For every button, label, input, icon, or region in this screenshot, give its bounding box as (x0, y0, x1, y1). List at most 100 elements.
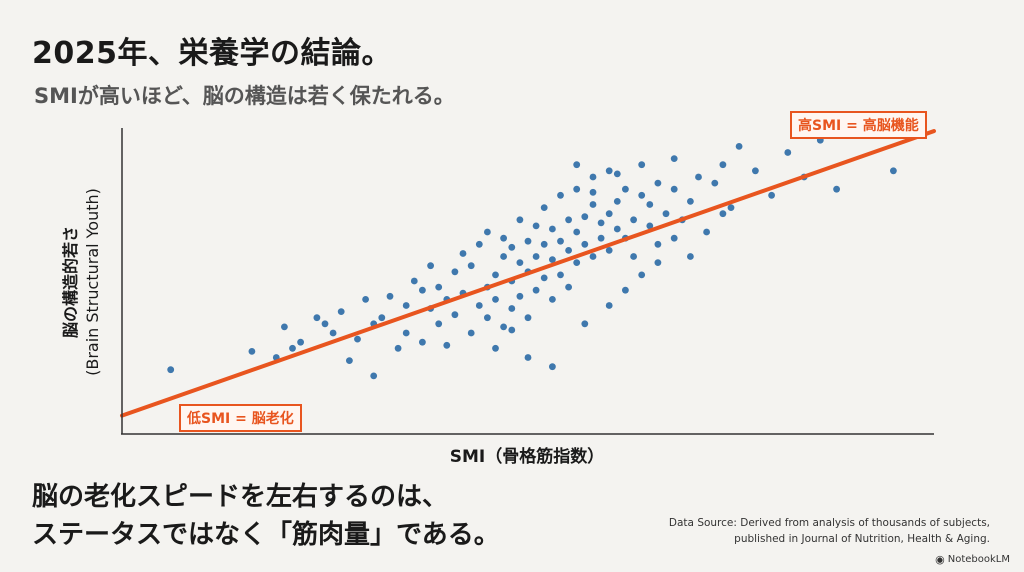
data-point (581, 213, 589, 221)
data-point (313, 314, 321, 322)
data-point (613, 170, 621, 178)
data-point (589, 188, 597, 196)
conclusion-line-1: 脳の老化スピードを左右するのは、 (32, 482, 449, 512)
data-point (703, 228, 710, 236)
conclusion-line-2: ステータスではなく「筋肉量」である。 (32, 520, 500, 550)
data-point (475, 240, 483, 248)
data-point (638, 161, 646, 169)
data-point (597, 219, 605, 227)
data-point (451, 311, 459, 319)
data-point (516, 292, 524, 300)
y-axis-label-en: (Brain Structural Youth) (83, 188, 102, 376)
data-point (297, 338, 304, 346)
data-point (654, 259, 662, 266)
data-point (540, 204, 548, 212)
data-point (435, 320, 443, 328)
data-point (670, 234, 678, 242)
data-source-line-2: published in Journal of Nutrition, Healt… (734, 533, 990, 545)
data-point (581, 320, 589, 328)
data-point (589, 253, 597, 260)
data-point (346, 357, 353, 364)
data-point (630, 216, 637, 224)
data-point (833, 185, 840, 193)
data-point (508, 326, 516, 334)
data-point (549, 256, 556, 263)
data-point (557, 237, 564, 245)
data-point (605, 167, 613, 175)
data-point (492, 271, 499, 279)
data-point (573, 185, 581, 193)
data-point (532, 286, 540, 294)
data-point (622, 185, 629, 193)
data-point (727, 204, 735, 212)
data-point (784, 149, 792, 156)
data-point (281, 323, 288, 331)
notebooklm-logo-icon: ◉ (935, 553, 945, 566)
data-point (524, 354, 532, 361)
data-point (532, 222, 540, 230)
data-point (248, 348, 256, 355)
data-point (589, 173, 597, 181)
data-point (337, 308, 345, 315)
data-point (492, 296, 499, 303)
y-axis-label: 脳の構造的若さ (Brain Structural Youth) (42, 132, 122, 432)
data-point (500, 323, 507, 331)
data-point (557, 191, 564, 199)
data-point (565, 283, 572, 291)
data-source-line-1: Data Source: Derived from analysis of th… (668, 517, 990, 529)
data-point (573, 161, 581, 169)
data-point (719, 161, 727, 169)
data-point (484, 228, 491, 236)
data-point (540, 274, 548, 282)
data-point (670, 155, 678, 163)
data-source-note: Data Source: Derived from analysis of th… (669, 515, 990, 547)
data-point (354, 335, 361, 343)
data-point (475, 302, 483, 309)
data-point (630, 253, 637, 260)
data-point (613, 225, 621, 233)
page-title: 2025年、栄養学の結論。 (32, 36, 392, 71)
data-point (362, 296, 369, 303)
data-point (427, 262, 434, 270)
data-point (524, 237, 532, 245)
data-point (768, 191, 775, 199)
data-point (646, 201, 654, 208)
data-point (370, 372, 378, 380)
data-point (646, 222, 654, 230)
data-point (419, 338, 426, 346)
x-axis-label: SMI（骨格筋指数） (449, 447, 605, 467)
data-point (605, 247, 613, 254)
data-point (532, 253, 540, 260)
data-point (662, 210, 670, 218)
data-point (687, 198, 694, 205)
data-point (622, 286, 629, 294)
trend-line (120, 129, 936, 418)
data-point (508, 243, 516, 251)
data-point (289, 344, 296, 352)
data-point (654, 179, 662, 187)
data-point (402, 302, 410, 309)
data-point (500, 234, 507, 242)
data-point (443, 341, 451, 349)
data-point (589, 201, 597, 208)
data-point (435, 283, 443, 291)
data-point (321, 320, 329, 328)
data-point (484, 314, 491, 322)
data-point (565, 216, 572, 224)
data-point (638, 271, 646, 279)
data-point (394, 344, 402, 352)
data-point (597, 234, 605, 242)
data-point (581, 240, 589, 248)
y-axis-label-ja: 脳の構造的若さ (61, 226, 80, 339)
data-point (540, 240, 548, 248)
data-point (573, 259, 581, 266)
data-point (410, 277, 418, 285)
data-point (565, 247, 572, 254)
data-point (402, 329, 410, 337)
data-point (573, 228, 581, 236)
data-point (549, 296, 556, 303)
data-point (451, 268, 459, 276)
annotation-low-smi: 低SMI = 脳老化 (179, 404, 302, 432)
data-point (467, 329, 475, 337)
